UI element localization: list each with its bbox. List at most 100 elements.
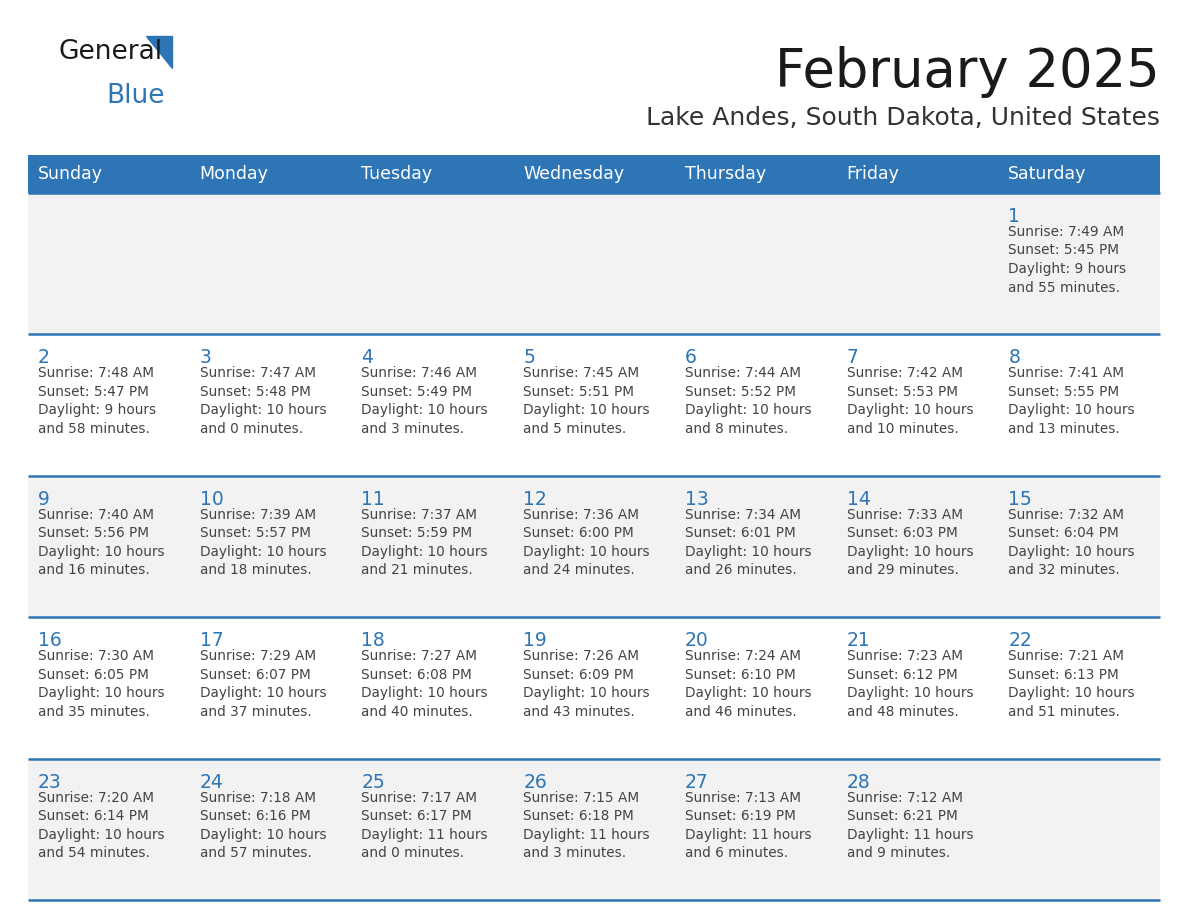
Text: 7: 7 bbox=[847, 349, 859, 367]
Text: and 21 minutes.: and 21 minutes. bbox=[361, 564, 473, 577]
Text: and 48 minutes.: and 48 minutes. bbox=[847, 705, 959, 719]
Text: Sunset: 6:14 PM: Sunset: 6:14 PM bbox=[38, 809, 148, 823]
Text: and 0 minutes.: and 0 minutes. bbox=[200, 422, 303, 436]
Text: Daylight: 10 hours: Daylight: 10 hours bbox=[847, 544, 973, 559]
Text: Monday: Monday bbox=[200, 165, 268, 183]
Text: Sunset: 6:16 PM: Sunset: 6:16 PM bbox=[200, 809, 310, 823]
Text: Sunrise: 7:18 AM: Sunrise: 7:18 AM bbox=[200, 790, 316, 804]
Text: 18: 18 bbox=[361, 632, 385, 650]
Text: 4: 4 bbox=[361, 349, 373, 367]
Text: 12: 12 bbox=[523, 490, 546, 509]
Text: and 18 minutes.: and 18 minutes. bbox=[200, 564, 311, 577]
Text: Sunrise: 7:44 AM: Sunrise: 7:44 AM bbox=[684, 366, 801, 380]
Text: Sunset: 6:00 PM: Sunset: 6:00 PM bbox=[523, 526, 634, 541]
Text: 23: 23 bbox=[38, 773, 62, 791]
Text: and 46 minutes.: and 46 minutes. bbox=[684, 705, 797, 719]
Text: Friday: Friday bbox=[847, 165, 899, 183]
Text: Sunset: 6:08 PM: Sunset: 6:08 PM bbox=[361, 667, 472, 682]
Text: Lake Andes, South Dakota, United States: Lake Andes, South Dakota, United States bbox=[646, 106, 1159, 130]
Text: Sunset: 6:09 PM: Sunset: 6:09 PM bbox=[523, 667, 634, 682]
Text: Sunrise: 7:12 AM: Sunrise: 7:12 AM bbox=[847, 790, 962, 804]
Text: Daylight: 10 hours: Daylight: 10 hours bbox=[38, 544, 165, 559]
Text: Sunrise: 7:39 AM: Sunrise: 7:39 AM bbox=[200, 508, 316, 521]
Text: 11: 11 bbox=[361, 490, 385, 509]
Text: and 29 minutes.: and 29 minutes. bbox=[847, 564, 959, 577]
Text: 15: 15 bbox=[1009, 490, 1032, 509]
Text: Daylight: 10 hours: Daylight: 10 hours bbox=[1009, 544, 1135, 559]
Text: Sunrise: 7:49 AM: Sunrise: 7:49 AM bbox=[1009, 225, 1124, 239]
Bar bbox=[29, 334, 1159, 476]
Text: Daylight: 10 hours: Daylight: 10 hours bbox=[847, 686, 973, 700]
Text: Sunrise: 7:40 AM: Sunrise: 7:40 AM bbox=[38, 508, 154, 521]
Text: and 8 minutes.: and 8 minutes. bbox=[684, 422, 788, 436]
Text: Daylight: 10 hours: Daylight: 10 hours bbox=[684, 403, 811, 418]
Text: and 35 minutes.: and 35 minutes. bbox=[38, 705, 150, 719]
Text: 3: 3 bbox=[200, 349, 211, 367]
Text: Saturday: Saturday bbox=[1009, 165, 1087, 183]
Text: Sunset: 6:12 PM: Sunset: 6:12 PM bbox=[847, 667, 958, 682]
Text: Daylight: 10 hours: Daylight: 10 hours bbox=[38, 828, 165, 842]
Text: Sunrise: 7:23 AM: Sunrise: 7:23 AM bbox=[847, 649, 962, 663]
Text: and 6 minutes.: and 6 minutes. bbox=[684, 846, 788, 860]
Text: Daylight: 10 hours: Daylight: 10 hours bbox=[361, 686, 488, 700]
Text: Sunset: 5:59 PM: Sunset: 5:59 PM bbox=[361, 526, 473, 541]
Text: 14: 14 bbox=[847, 490, 871, 509]
Text: Sunset: 6:18 PM: Sunset: 6:18 PM bbox=[523, 809, 634, 823]
Bar bbox=[29, 155, 1159, 193]
Text: and 51 minutes.: and 51 minutes. bbox=[1009, 705, 1120, 719]
Text: Blue: Blue bbox=[106, 83, 164, 109]
Text: Sunset: 5:49 PM: Sunset: 5:49 PM bbox=[361, 385, 473, 399]
Text: 5: 5 bbox=[523, 349, 535, 367]
Text: Daylight: 11 hours: Daylight: 11 hours bbox=[847, 828, 973, 842]
Text: and 32 minutes.: and 32 minutes. bbox=[1009, 564, 1120, 577]
Text: Daylight: 10 hours: Daylight: 10 hours bbox=[1009, 403, 1135, 418]
Text: Sunset: 6:21 PM: Sunset: 6:21 PM bbox=[847, 809, 958, 823]
Text: and 37 minutes.: and 37 minutes. bbox=[200, 705, 311, 719]
Text: Sunrise: 7:36 AM: Sunrise: 7:36 AM bbox=[523, 508, 639, 521]
Text: Daylight: 10 hours: Daylight: 10 hours bbox=[684, 544, 811, 559]
Text: 10: 10 bbox=[200, 490, 223, 509]
Text: Sunset: 6:17 PM: Sunset: 6:17 PM bbox=[361, 809, 472, 823]
Text: Sunset: 6:04 PM: Sunset: 6:04 PM bbox=[1009, 526, 1119, 541]
Text: Daylight: 10 hours: Daylight: 10 hours bbox=[523, 403, 650, 418]
Text: 16: 16 bbox=[38, 632, 62, 650]
Text: Sunrise: 7:17 AM: Sunrise: 7:17 AM bbox=[361, 790, 478, 804]
Text: and 16 minutes.: and 16 minutes. bbox=[38, 564, 150, 577]
Text: and 57 minutes.: and 57 minutes. bbox=[200, 846, 311, 860]
Text: Sunrise: 7:15 AM: Sunrise: 7:15 AM bbox=[523, 790, 639, 804]
Text: Sunset: 5:48 PM: Sunset: 5:48 PM bbox=[200, 385, 310, 399]
Text: Tuesday: Tuesday bbox=[361, 165, 432, 183]
Text: Sunset: 5:52 PM: Sunset: 5:52 PM bbox=[684, 385, 796, 399]
Text: and 10 minutes.: and 10 minutes. bbox=[847, 422, 959, 436]
Text: Sunrise: 7:27 AM: Sunrise: 7:27 AM bbox=[361, 649, 478, 663]
Text: 26: 26 bbox=[523, 773, 546, 791]
Text: Daylight: 10 hours: Daylight: 10 hours bbox=[684, 686, 811, 700]
Text: Daylight: 10 hours: Daylight: 10 hours bbox=[523, 544, 650, 559]
Text: Sunset: 5:57 PM: Sunset: 5:57 PM bbox=[200, 526, 311, 541]
Text: Sunset: 5:55 PM: Sunset: 5:55 PM bbox=[1009, 385, 1119, 399]
Bar bbox=[29, 617, 1159, 758]
Text: Sunrise: 7:42 AM: Sunrise: 7:42 AM bbox=[847, 366, 962, 380]
Text: Sunset: 5:45 PM: Sunset: 5:45 PM bbox=[1009, 243, 1119, 258]
Text: 22: 22 bbox=[1009, 632, 1032, 650]
Text: and 5 minutes.: and 5 minutes. bbox=[523, 422, 626, 436]
Text: Daylight: 9 hours: Daylight: 9 hours bbox=[1009, 262, 1126, 276]
Text: Sunday: Sunday bbox=[38, 165, 103, 183]
Text: 6: 6 bbox=[684, 349, 696, 367]
Text: and 26 minutes.: and 26 minutes. bbox=[684, 564, 797, 577]
Text: Daylight: 10 hours: Daylight: 10 hours bbox=[361, 403, 488, 418]
Text: Sunset: 6:05 PM: Sunset: 6:05 PM bbox=[38, 667, 148, 682]
Text: Daylight: 10 hours: Daylight: 10 hours bbox=[1009, 686, 1135, 700]
Text: Sunrise: 7:37 AM: Sunrise: 7:37 AM bbox=[361, 508, 478, 521]
Text: Daylight: 11 hours: Daylight: 11 hours bbox=[361, 828, 488, 842]
Text: and 58 minutes.: and 58 minutes. bbox=[38, 422, 150, 436]
Text: 20: 20 bbox=[684, 632, 708, 650]
Polygon shape bbox=[146, 36, 172, 68]
Text: Daylight: 10 hours: Daylight: 10 hours bbox=[200, 544, 327, 559]
Text: Daylight: 10 hours: Daylight: 10 hours bbox=[361, 544, 488, 559]
Text: 17: 17 bbox=[200, 632, 223, 650]
Text: Wednesday: Wednesday bbox=[523, 165, 624, 183]
Text: and 9 minutes.: and 9 minutes. bbox=[847, 846, 950, 860]
Text: Sunrise: 7:33 AM: Sunrise: 7:33 AM bbox=[847, 508, 962, 521]
Text: Daylight: 10 hours: Daylight: 10 hours bbox=[847, 403, 973, 418]
